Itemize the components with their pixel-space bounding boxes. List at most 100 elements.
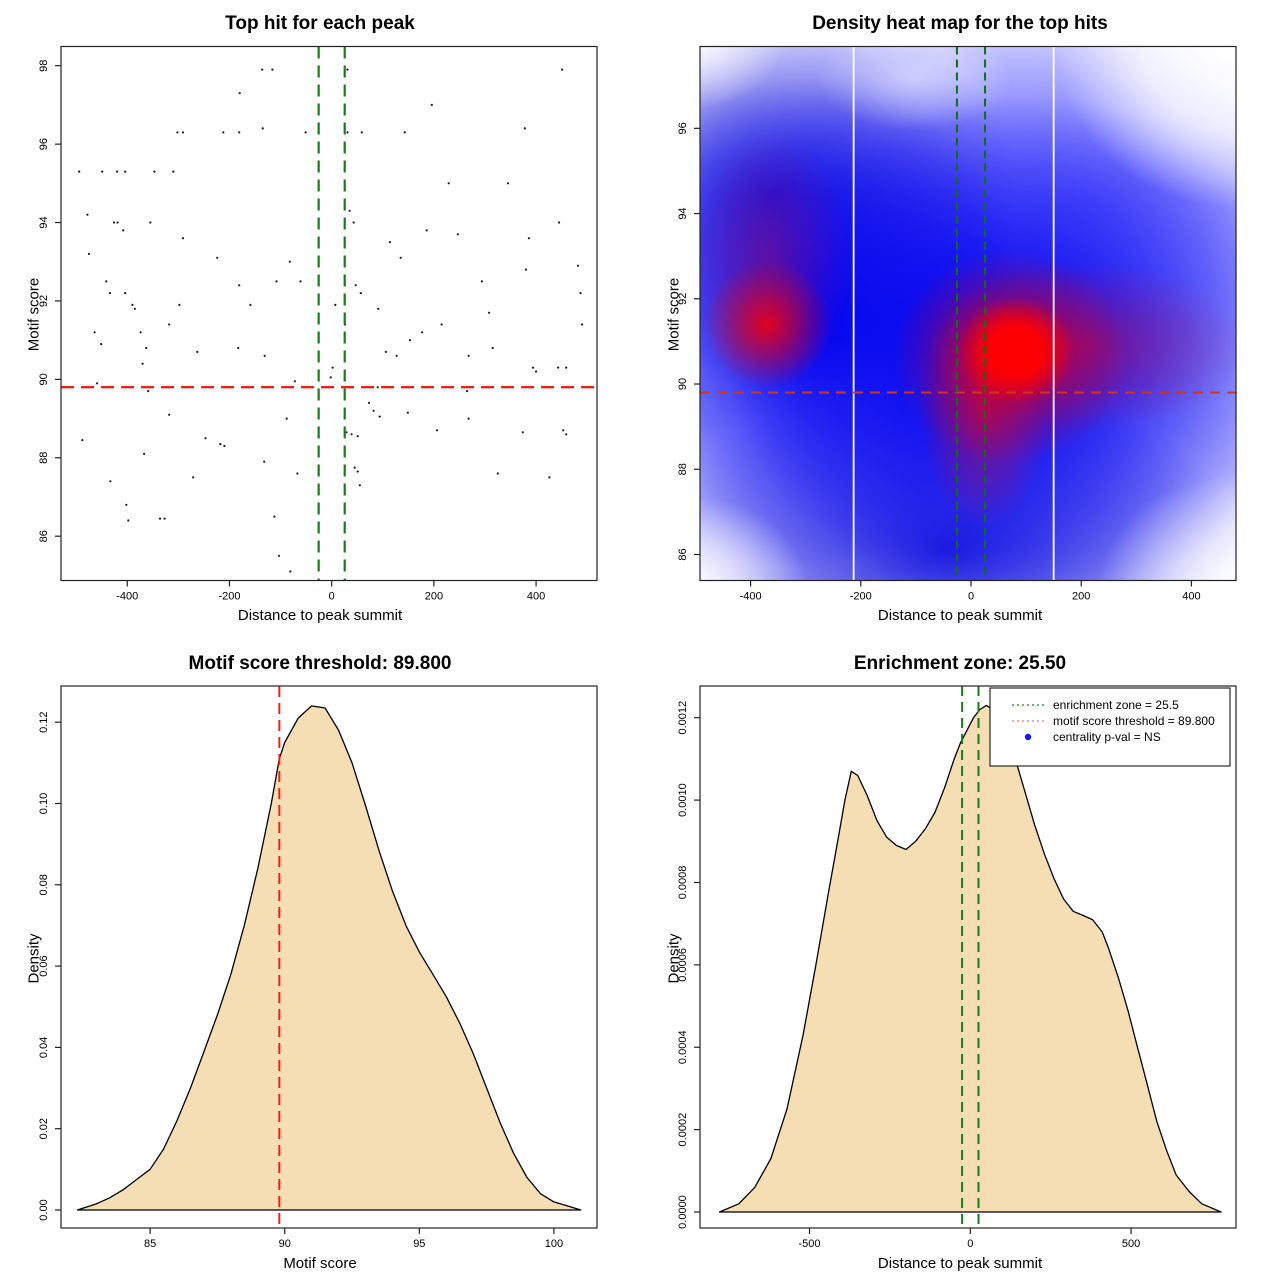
scatter-point	[158, 517, 162, 520]
scatter-point	[376, 386, 379, 389]
y-tick-label: 0.12	[38, 711, 50, 732]
enrichment-density-plot: -500 0 500 0.0000 0.0002 0.0004 0.0006 0.0008 0.…	[677, 685, 1237, 1250]
scatter-point	[263, 354, 266, 357]
scatter-point	[168, 413, 171, 416]
legend-item-label: enrichment zone = 25.5	[1053, 698, 1179, 712]
scatter-point	[359, 292, 362, 295]
y-tick-label: 0.08	[38, 874, 50, 895]
scatter-point	[124, 170, 127, 173]
enrichment-xlabel: Distance to peak summit	[877, 1255, 1043, 1272]
scatter-point	[163, 517, 166, 520]
scatter-point	[147, 390, 150, 393]
scatter-point	[425, 229, 428, 232]
x-tick-label: -500	[798, 1238, 820, 1250]
y-tick-label: 90	[38, 373, 50, 385]
scatter-point	[557, 366, 560, 369]
y-tick-label: 0.0000	[677, 1195, 689, 1229]
scatter-point	[289, 570, 292, 573]
y-tick-label: 96	[38, 138, 50, 150]
x-tick-label: 400	[527, 591, 545, 603]
scatter-point	[238, 284, 241, 287]
scatter-point	[561, 68, 564, 71]
scatter-plot: -400 -200 0 200 400 86 88 90 92 94 96 98	[38, 45, 598, 603]
scatter-point	[491, 346, 494, 350]
scatter-point	[112, 221, 116, 224]
scatter-point	[81, 439, 84, 442]
scatter-point	[223, 444, 226, 448]
scatter-point	[116, 221, 119, 224]
scatter-point	[367, 401, 371, 404]
scatter-point	[204, 437, 207, 440]
scatter-point	[548, 476, 551, 479]
scatter-point	[384, 350, 387, 353]
y-tick-label: 0.0006	[677, 948, 689, 982]
scatter-point	[131, 303, 134, 306]
scatter-point	[168, 323, 171, 326]
scatter-point	[558, 221, 561, 224]
y-tick-label: 0.06	[38, 955, 50, 976]
scatter-point	[125, 503, 128, 506]
x-tick-label: 200	[425, 591, 443, 603]
scatter-point	[237, 346, 240, 350]
scatter-point	[277, 554, 281, 557]
scatter-point	[143, 452, 146, 455]
motif-density-title: Motif score threshold: 89.800	[188, 653, 452, 674]
scatter-point	[192, 476, 195, 479]
scatter-point	[350, 433, 353, 436]
scatter-point	[377, 307, 380, 310]
scatter-point	[261, 127, 264, 130]
scatter-point	[447, 182, 450, 185]
heatmap-title: Density heat map for the top hits	[812, 13, 1108, 34]
x-tick-label: 0	[968, 591, 974, 603]
scatter-point	[524, 268, 528, 271]
scatter-point	[354, 284, 357, 287]
y-tick-label: 0.04	[38, 1037, 50, 1058]
y-tick-label: 0.0012	[677, 701, 689, 735]
panel-motif-score-density: Motif score threshold: 89.800 85 90 95 100 0…	[0, 640, 640, 1280]
scatter-point	[116, 170, 119, 173]
scatter-point	[285, 417, 288, 420]
legend-item-label: centrality p-val = NS	[1053, 730, 1161, 744]
scatter-point	[435, 429, 439, 432]
x-tick-label: -400	[740, 591, 762, 603]
scatter-point	[395, 354, 398, 357]
x-tick-label: 90	[279, 1238, 291, 1250]
scatter-point	[576, 264, 580, 267]
scatter-point	[372, 409, 375, 412]
scatter-point	[219, 443, 222, 446]
y-tick-label: 0.0002	[677, 1113, 689, 1147]
scatter-point	[506, 182, 510, 185]
scatter-point	[565, 433, 568, 436]
scatter-point	[408, 339, 411, 342]
y-tick-label: 96	[677, 122, 689, 134]
x-tick-label: -400	[116, 591, 138, 603]
scatter-point	[172, 170, 175, 173]
scatter-point	[176, 131, 179, 134]
scatter-point	[288, 260, 291, 263]
x-tick-label: 85	[144, 1238, 156, 1250]
y-tick-label: 0.0004	[677, 1030, 689, 1064]
scatter-point	[358, 484, 361, 487]
scatter-point	[124, 292, 127, 295]
scatter-point	[467, 354, 470, 357]
scatter-point	[388, 241, 391, 244]
scatter-point	[356, 470, 359, 473]
scatter-point	[196, 350, 199, 353]
scatter-point	[304, 131, 307, 134]
scatter-point	[108, 292, 111, 295]
y-tick-label: 0.02	[38, 1118, 50, 1139]
scatter-point	[141, 362, 144, 365]
scatter-point	[535, 370, 538, 373]
scatter-point	[216, 256, 219, 259]
scatter-point	[271, 68, 274, 71]
y-tick-label: 88	[677, 463, 689, 475]
scatter-point	[565, 366, 568, 369]
x-tick-label: -200	[850, 591, 872, 603]
scatter-point	[581, 323, 584, 326]
legend-box	[989, 687, 1231, 767]
scatter-xlabel: Distance to peak summit	[237, 607, 403, 624]
scatter-point	[296, 472, 299, 475]
scatter-point	[101, 170, 104, 173]
scatter-point	[466, 390, 469, 393]
scatter-point	[261, 68, 264, 71]
